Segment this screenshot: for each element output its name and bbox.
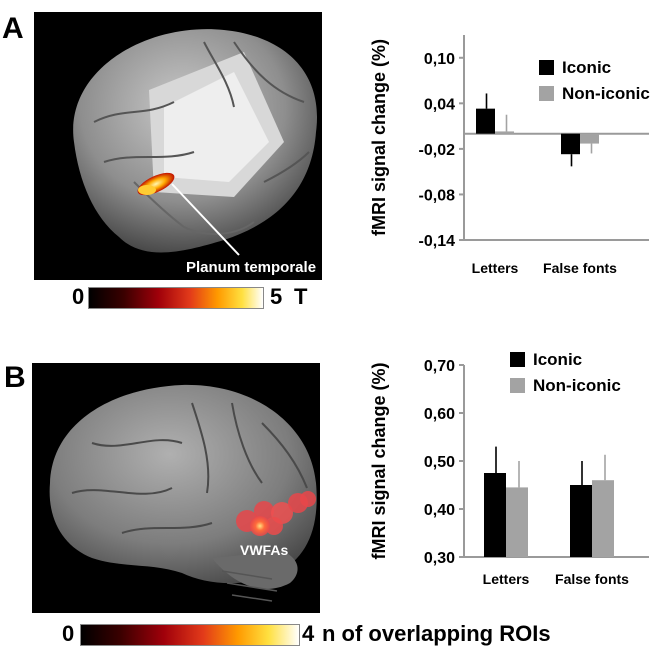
chart-a-legend-label: Non-iconic xyxy=(562,84,650,103)
brain-a-graphic xyxy=(73,29,318,256)
chart-a-legend-swatch xyxy=(539,60,554,75)
chart-b-ytick-label: 0,50 xyxy=(424,454,455,471)
chart-b-ytick-label: 0,60 xyxy=(424,406,455,423)
brain-slice-image-a xyxy=(34,12,322,280)
chart-b-svg: 0,70 0,60 0,50 0,40 0,30 fMRI signal change (… xyxy=(369,350,649,587)
chart-b-bar-iconic xyxy=(484,473,506,557)
chart-a-svg: 0,10 0,04 -0,02 -0,08 -0,14 fMRI signal chang… xyxy=(369,35,650,276)
colorbar-a-min-label: 0 xyxy=(72,284,85,309)
chart-a-ylabel: fMRI signal change (%) xyxy=(369,39,389,236)
brain-b-graphic xyxy=(49,384,317,602)
chart-a: 0,10 0,04 -0,02 -0,08 -0,14 fMRI signal chang… xyxy=(365,0,657,290)
chart-b-category-label: Letters xyxy=(483,571,530,587)
planum-temporale-label: Planum temporale xyxy=(186,259,317,276)
chart-b-ytick-label: 0,70 xyxy=(424,358,455,375)
chart-b-legend-label: Non-iconic xyxy=(533,376,621,395)
chart-b-ytick-label: 0,30 xyxy=(424,550,455,567)
colorbar-b-min-label: 0 xyxy=(62,621,75,646)
chart-a-legend-swatch xyxy=(539,86,554,101)
chart-b-ylabel: fMRI signal change (%) xyxy=(369,362,389,559)
chart-b-legend-swatch xyxy=(510,378,525,393)
panel-b-letter: B xyxy=(4,361,26,394)
colorbar-a-max-label: 5 xyxy=(270,284,283,309)
activation-blob-planum-temporale xyxy=(137,172,175,196)
colorbar-a xyxy=(88,287,264,309)
colorbar-b xyxy=(80,624,300,646)
chart-b-bar-non-iconic xyxy=(506,487,528,557)
chart-a-ytick-label: -0,08 xyxy=(419,187,456,204)
chart-a-bar-iconic xyxy=(561,133,580,155)
chart-a-legend-label: Iconic xyxy=(562,58,611,77)
chart-a-ytick-label: 0,10 xyxy=(424,51,455,68)
chart-a-bar-iconic xyxy=(476,108,495,134)
chart-b-bar-iconic xyxy=(570,485,592,557)
colorbar-b-unit-label: n of overlapping ROIs xyxy=(322,621,551,646)
chart-a-bar-non-iconic xyxy=(495,131,514,134)
chart-a-ytick-label: 0,04 xyxy=(424,96,455,113)
activation-blobs-vwfa xyxy=(236,491,316,536)
chart-b-ytick-label: 0,40 xyxy=(424,502,455,519)
chart-a-category-label: False fonts xyxy=(543,260,617,276)
brain-surface-image-b xyxy=(32,363,320,613)
chart-a-ytick-label: -0,02 xyxy=(419,142,456,159)
vwfas-label: VWFAs xyxy=(240,542,289,558)
chart-a-bar-non-iconic xyxy=(580,133,599,144)
chart-b-bar-non-iconic xyxy=(592,480,614,557)
colorbar-a-unit-label: T xyxy=(294,284,308,309)
chart-a-ytick-label: -0,14 xyxy=(419,233,456,250)
chart-b-legend-label: Iconic xyxy=(533,350,582,369)
chart-b-category-label: False fonts xyxy=(555,571,629,587)
panel-a-letter: A xyxy=(2,12,24,45)
chart-b: 0,70 0,60 0,50 0,40 0,30 fMRI signal change (… xyxy=(365,340,657,630)
colorbar-b-max-label: 4 xyxy=(302,621,315,646)
chart-b-legend-swatch xyxy=(510,352,525,367)
chart-a-category-label: Letters xyxy=(472,260,519,276)
